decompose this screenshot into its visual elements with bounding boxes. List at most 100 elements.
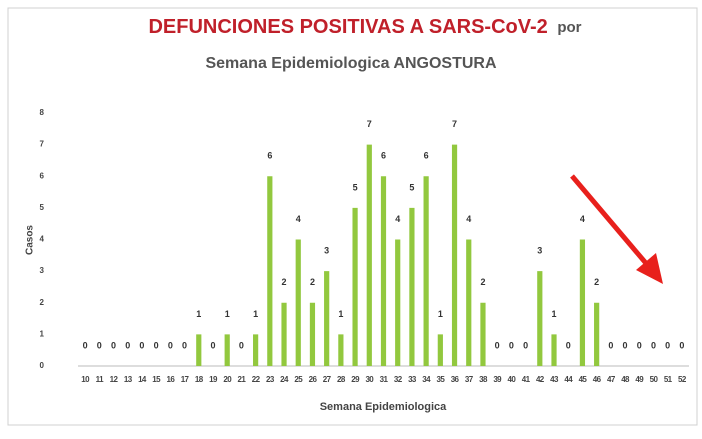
x-tick-label: 30	[365, 375, 374, 384]
value-label: 4	[580, 214, 585, 224]
x-tick-label: 22	[252, 375, 261, 384]
value-label: 0	[154, 340, 159, 350]
value-label: 0	[111, 340, 116, 350]
value-label: 0	[83, 340, 88, 350]
title-suffix: por	[557, 19, 581, 36]
value-label: 0	[679, 340, 684, 350]
x-tick-label: 38	[479, 375, 488, 384]
y-tick-label: 4	[40, 235, 45, 244]
x-tick-label: 48	[621, 375, 630, 384]
bar	[380, 176, 387, 366]
value-label: 1	[225, 309, 230, 319]
value-label: 0	[182, 340, 187, 350]
bar	[409, 207, 415, 366]
x-tick-label: 34	[422, 375, 431, 384]
value-label: 0	[509, 340, 514, 350]
x-tick-label: 43	[550, 375, 559, 384]
x-tick-label: 19	[209, 375, 218, 384]
bar	[395, 239, 401, 366]
value-label: 1	[196, 309, 201, 319]
x-tick-label: 46	[593, 375, 602, 384]
x-tick-label: 27	[323, 375, 332, 384]
x-tick-label: 40	[508, 375, 517, 384]
x-tick-label: 28	[337, 375, 346, 384]
value-label: 1	[253, 309, 258, 319]
value-label: 5	[353, 182, 358, 192]
x-tick-label: 35	[436, 375, 445, 384]
x-tick-label: 33	[408, 375, 417, 384]
value-label: 1	[552, 309, 557, 319]
x-tick-label: 11	[96, 375, 104, 384]
y-tick-label: 1	[40, 329, 45, 338]
bar	[423, 176, 429, 366]
value-label: 0	[523, 340, 528, 350]
arrow-shaft	[570, 174, 652, 270]
bar	[267, 176, 273, 366]
value-label: 0	[139, 340, 144, 350]
x-tick-label: 24	[280, 375, 289, 384]
chart-subtitle: Semana Epidemiologica ANGOSTURA	[205, 55, 496, 72]
x-tick-label: 36	[451, 375, 460, 384]
y-axis-label: Casos	[25, 225, 36, 255]
x-tick-label: 23	[266, 375, 275, 384]
value-label: 2	[594, 277, 599, 287]
bar	[309, 302, 316, 366]
arrow-head	[636, 253, 663, 284]
value-label: 1	[338, 309, 343, 319]
y-tick-label: 7	[40, 140, 45, 149]
value-label: 6	[267, 151, 272, 161]
x-tick-label: 21	[238, 375, 247, 384]
bar	[224, 334, 230, 366]
x-tick-label: 18	[195, 375, 204, 384]
x-tick-label: 20	[223, 375, 232, 384]
bar	[352, 207, 358, 366]
y-tick-label: 6	[40, 171, 45, 180]
value-label: 0	[623, 340, 628, 350]
x-tick-label: 10	[81, 375, 90, 384]
value-label: 0	[566, 340, 571, 350]
x-tick-label: 16	[167, 375, 176, 384]
value-label: 2	[282, 277, 287, 287]
value-label: 1	[438, 309, 443, 319]
value-label: 0	[125, 340, 130, 350]
x-axis-label: Semana Epidemiologica	[320, 401, 447, 413]
value-label: 2	[310, 277, 315, 287]
bar	[451, 144, 458, 366]
x-tick-label: 37	[465, 375, 474, 384]
value-label: 0	[665, 340, 670, 350]
value-label: 2	[480, 277, 485, 287]
x-tick-label: 42	[536, 375, 545, 384]
y-tick-label: 8	[40, 108, 45, 117]
x-tick-label: 51	[664, 375, 673, 384]
value-label: 0	[97, 340, 102, 350]
x-tick-label: 32	[394, 375, 403, 384]
value-label: 0	[495, 340, 500, 350]
value-label: 0	[239, 340, 244, 350]
bar	[537, 271, 543, 366]
bar	[338, 334, 344, 366]
value-label: 0	[608, 340, 613, 350]
bar	[579, 239, 586, 366]
y-tick-label: 2	[40, 298, 45, 307]
bar	[253, 334, 259, 366]
x-tick-label: 52	[678, 375, 687, 384]
value-label: 7	[452, 119, 457, 129]
bar	[594, 302, 600, 366]
value-label: 6	[381, 151, 386, 161]
y-tick-label: 0	[40, 361, 45, 370]
value-label: 3	[324, 246, 329, 256]
bar	[196, 334, 202, 366]
x-tick-label: 13	[124, 375, 133, 384]
title-main: DEFUNCIONES POSITIVAS A SARS-CoV-2	[148, 16, 547, 38]
value-label: 0	[651, 340, 656, 350]
value-label: 6	[424, 151, 429, 161]
x-tick-label: 26	[309, 375, 318, 384]
x-tick-label: 14	[138, 375, 147, 384]
bar	[437, 334, 443, 366]
value-label: 0	[637, 340, 642, 350]
x-tick-label: 41	[522, 375, 531, 384]
x-tick-label: 45	[579, 375, 588, 384]
value-label: 3	[537, 246, 542, 256]
x-tick-label: 15	[152, 375, 161, 384]
value-label: 5	[409, 182, 414, 192]
